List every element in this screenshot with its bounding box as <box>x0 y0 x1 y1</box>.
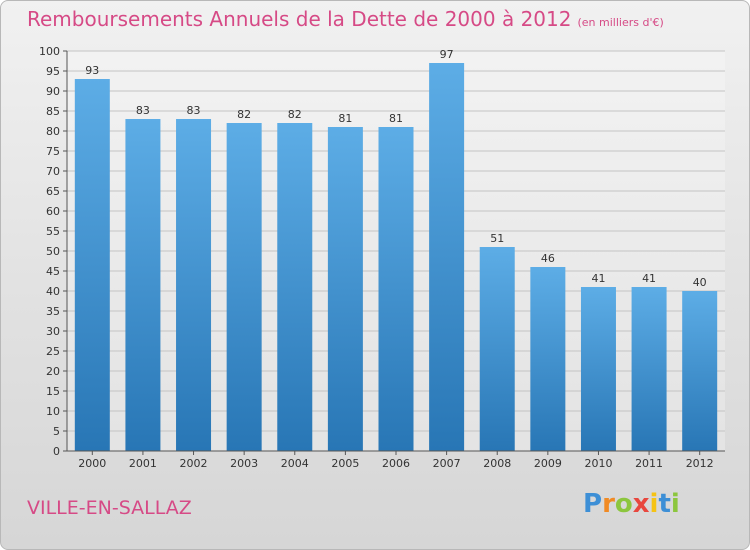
data-label: 82 <box>288 108 302 121</box>
x-tick-label: 2012 <box>686 457 714 470</box>
y-tick-label: 30 <box>46 325 60 338</box>
bar <box>125 119 161 451</box>
y-tick-label: 80 <box>46 125 60 138</box>
axes: 0 5 10 15 20 25 30 35 40 45 50 55 60 65 70 75 80 85 90 95 10… <box>39 45 725 470</box>
bar <box>74 79 110 451</box>
bar <box>682 291 718 451</box>
x-tick-label: 2002 <box>180 457 208 470</box>
data-label: 93 <box>85 64 99 77</box>
y-tick-label: 70 <box>46 165 60 178</box>
y-tick-label: 45 <box>46 265 60 278</box>
bar <box>176 119 212 451</box>
logo-letter: o <box>614 489 633 519</box>
x-tick-label: 2009 <box>534 457 562 470</box>
x-tick-label: 2000 <box>78 457 106 470</box>
x-tick-label: 2011 <box>635 457 663 470</box>
y-tick-label: 20 <box>46 365 60 378</box>
bar <box>631 287 667 451</box>
bar <box>429 63 465 451</box>
y-tick-label: 55 <box>46 225 60 238</box>
y-tick-label: 5 <box>53 425 60 438</box>
y-tick-label: 10 <box>46 405 60 418</box>
x-tick-label: 2006 <box>382 457 410 470</box>
y-tick-label: 35 <box>46 305 60 318</box>
title-unit: (en milliers d'€) <box>577 16 664 29</box>
commune-name: VILLE-EN-SALLAZ <box>27 497 192 519</box>
proxiti-logo: Proxiti <box>583 489 680 519</box>
x-tick-label: 2001 <box>129 457 157 470</box>
logo-letter: P <box>583 489 603 519</box>
y-tick-label: 95 <box>46 65 60 78</box>
logo-letter: x <box>632 489 650 519</box>
data-label: 41 <box>591 272 605 285</box>
data-label: 40 <box>693 276 707 289</box>
data-label: 83 <box>187 104 201 117</box>
x-tick-label: 2007 <box>433 457 461 470</box>
data-label: 51 <box>490 232 504 245</box>
data-label: 81 <box>338 112 352 125</box>
bar <box>327 127 363 451</box>
y-tick-label: 25 <box>46 345 60 358</box>
y-tick-label: 40 <box>46 285 60 298</box>
bar <box>378 127 414 451</box>
chart-title: Remboursements Annuels de la Dette de 20… <box>27 7 664 31</box>
bar <box>530 267 566 451</box>
y-tick-label: 65 <box>46 185 60 198</box>
data-label: 46 <box>541 252 555 265</box>
x-tick-label: 2004 <box>281 457 309 470</box>
bar <box>479 247 515 451</box>
data-label: 82 <box>237 108 251 121</box>
y-tick-label: 85 <box>46 105 60 118</box>
bar <box>580 287 616 451</box>
data-label: 81 <box>389 112 403 125</box>
y-tick-label: 60 <box>46 205 60 218</box>
bar <box>277 123 313 451</box>
x-tick-label: 2003 <box>230 457 258 470</box>
y-tick-label: 50 <box>46 245 60 258</box>
data-label: 83 <box>136 104 150 117</box>
x-tick-label: 2005 <box>331 457 359 470</box>
bar <box>226 123 262 451</box>
data-label: 97 <box>440 48 454 61</box>
y-tick-label: 0 <box>53 445 60 458</box>
y-tick-label: 15 <box>46 385 60 398</box>
x-tick-label: 2008 <box>483 457 511 470</box>
bars: 93 83 83 82 82 81 81 97 51 46 41 41 40 <box>74 48 718 451</box>
y-tick-label: 100 <box>39 45 60 58</box>
title-text: Remboursements Annuels de la Dette de 20… <box>27 7 572 31</box>
logo-letter: r <box>602 489 615 519</box>
logo-letter: i <box>670 489 680 519</box>
y-tick-label: 90 <box>46 85 60 98</box>
logo-letter: t <box>658 489 671 519</box>
logo-letter: i <box>649 489 659 519</box>
data-label: 41 <box>642 272 656 285</box>
x-tick-label: 2010 <box>584 457 612 470</box>
y-tick-label: 75 <box>46 145 60 158</box>
